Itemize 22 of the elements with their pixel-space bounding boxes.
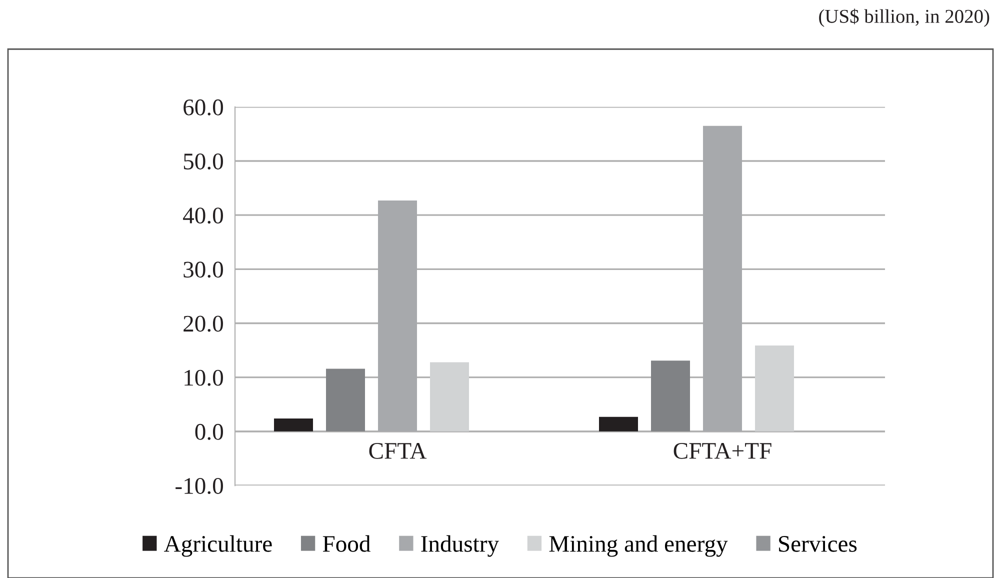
y-tick-label: 0.0 — [195, 424, 223, 440]
x-tick-label: CFTA+TF — [674, 443, 772, 459]
y-tick-label: -10.0 — [176, 478, 223, 494]
y-tick-label: 20.0 — [184, 316, 223, 332]
legend-label: Agriculture — [164, 535, 272, 557]
y-tick-label: 10.0 — [184, 370, 223, 386]
x-tick-label: CFTA — [369, 443, 427, 459]
y-tick-label: 40.0 — [183, 208, 223, 224]
bar — [599, 416, 638, 432]
bar — [274, 418, 313, 432]
legend-label: Industry — [421, 535, 499, 557]
bar — [430, 362, 469, 432]
bar — [326, 368, 365, 432]
y-tick-label: 50.0 — [184, 154, 223, 170]
bar — [755, 345, 794, 432]
y-tick-label: 60.0 — [184, 99, 223, 116]
y-tick-label: 30.0 — [184, 262, 223, 278]
legend-label: Mining and energy — [549, 535, 728, 557]
legend-label: Services — [779, 536, 857, 552]
text: (US$ billion, in 2020) — [819, 8, 990, 27]
bar — [651, 360, 690, 432]
legend-label: Food — [322, 535, 370, 552]
